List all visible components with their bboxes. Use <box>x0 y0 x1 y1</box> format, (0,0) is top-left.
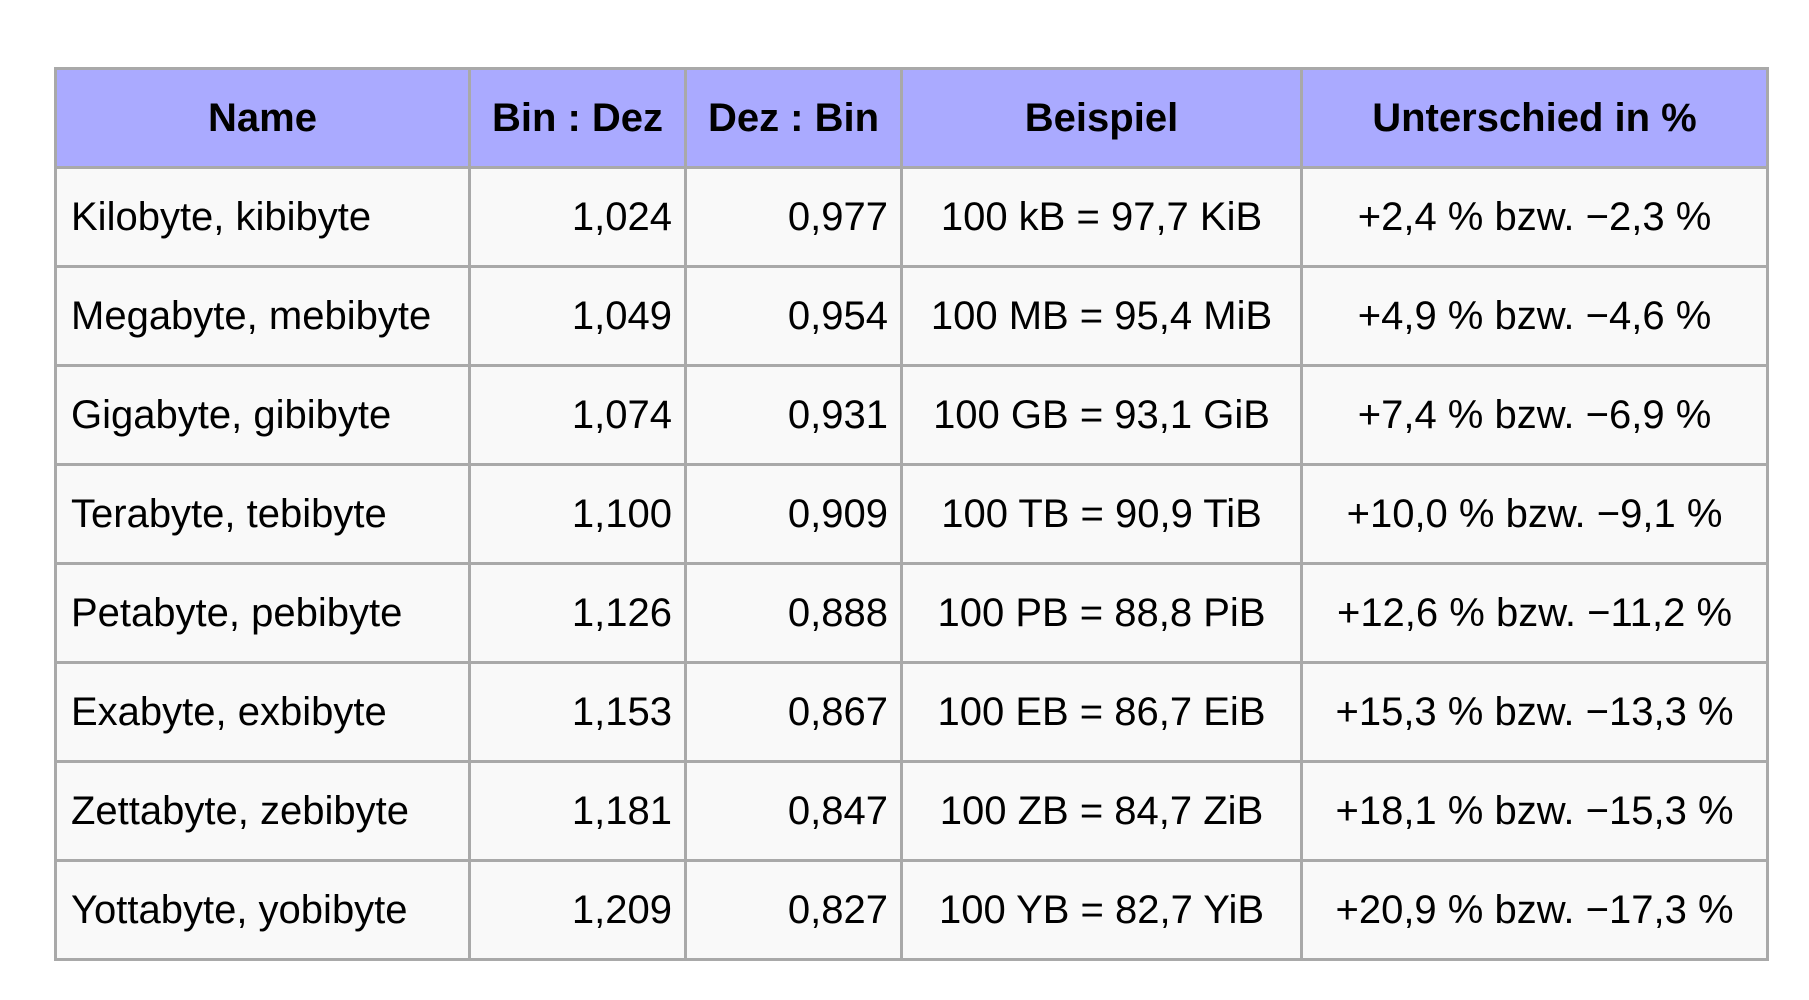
cell-difference: +4,9 % bzw. −4,6 % <box>1300 265 1769 367</box>
cell-dez-bin: 0,847 <box>684 760 903 862</box>
cell-bin-dez: 1,100 <box>468 463 687 565</box>
cell-name: Gigabyte, gibibyte <box>54 364 471 466</box>
cell-name: Petabyte, pebibyte <box>54 562 471 664</box>
table-row: Gigabyte, gibibyte 1,074 0,931 100 GB = … <box>54 364 1769 466</box>
cell-name: Kilobyte, kibibyte <box>54 166 471 268</box>
header-example: Beispiel <box>900 67 1303 169</box>
cell-name: Megabyte, mebibyte <box>54 265 471 367</box>
cell-example: 100 TB = 90,9 TiB <box>900 463 1303 565</box>
cell-difference: +18,1 % bzw. −15,3 % <box>1300 760 1769 862</box>
cell-example: 100 YB = 82,7 YiB <box>900 859 1303 961</box>
unit-comparison-table: Name Bin : Dez Dez : Bin Beispiel Unters… <box>54 67 1769 961</box>
cell-example: 100 EB = 86,7 EiB <box>900 661 1303 763</box>
cell-example: 100 kB = 97,7 KiB <box>900 166 1303 268</box>
table-row: Terabyte, tebibyte 1,100 0,909 100 TB = … <box>54 463 1769 565</box>
cell-name: Yottabyte, yobibyte <box>54 859 471 961</box>
cell-dez-bin: 0,888 <box>684 562 903 664</box>
cell-bin-dez: 1,049 <box>468 265 687 367</box>
table-row: Exabyte, exbibyte 1,153 0,867 100 EB = 8… <box>54 661 1769 763</box>
table-row: Yottabyte, yobibyte 1,209 0,827 100 YB =… <box>54 859 1769 961</box>
cell-difference: +2,4 % bzw. −2,3 % <box>1300 166 1769 268</box>
cell-name: Exabyte, exbibyte <box>54 661 471 763</box>
cell-dez-bin: 0,931 <box>684 364 903 466</box>
cell-difference: +10,0 % bzw. −9,1 % <box>1300 463 1769 565</box>
cell-example: 100 MB = 95,4 MiB <box>900 265 1303 367</box>
cell-difference: +20,9 % bzw. −17,3 % <box>1300 859 1769 961</box>
header-dez-bin: Dez : Bin <box>684 67 903 169</box>
cell-name: Zettabyte, zebibyte <box>54 760 471 862</box>
header-difference: Unterschied in % <box>1300 67 1769 169</box>
cell-example: 100 GB = 93,1 GiB <box>900 364 1303 466</box>
unit-comparison-table-container: Name Bin : Dez Dez : Bin Beispiel Unters… <box>54 67 1769 961</box>
cell-dez-bin: 0,977 <box>684 166 903 268</box>
cell-name: Terabyte, tebibyte <box>54 463 471 565</box>
cell-example: 100 PB = 88,8 PiB <box>900 562 1303 664</box>
header-bin-dez: Bin : Dez <box>468 67 687 169</box>
cell-bin-dez: 1,181 <box>468 760 687 862</box>
cell-dez-bin: 0,867 <box>684 661 903 763</box>
table-row: Kilobyte, kibibyte 1,024 0,977 100 kB = … <box>54 166 1769 268</box>
cell-difference: +15,3 % bzw. −13,3 % <box>1300 661 1769 763</box>
cell-bin-dez: 1,074 <box>468 364 687 466</box>
cell-dez-bin: 0,909 <box>684 463 903 565</box>
table-header-row: Name Bin : Dez Dez : Bin Beispiel Unters… <box>54 67 1769 169</box>
table-row: Megabyte, mebibyte 1,049 0,954 100 MB = … <box>54 265 1769 367</box>
cell-difference: +7,4 % bzw. −6,9 % <box>1300 364 1769 466</box>
cell-bin-dez: 1,126 <box>468 562 687 664</box>
table-row: Petabyte, pebibyte 1,126 0,888 100 PB = … <box>54 562 1769 664</box>
cell-bin-dez: 1,024 <box>468 166 687 268</box>
cell-bin-dez: 1,209 <box>468 859 687 961</box>
table-row: Zettabyte, zebibyte 1,181 0,847 100 ZB =… <box>54 760 1769 862</box>
header-name: Name <box>54 67 471 169</box>
cell-bin-dez: 1,153 <box>468 661 687 763</box>
cell-example: 100 ZB = 84,7 ZiB <box>900 760 1303 862</box>
cell-dez-bin: 0,954 <box>684 265 903 367</box>
cell-difference: +12,6 % bzw. −11,2 % <box>1300 562 1769 664</box>
cell-dez-bin: 0,827 <box>684 859 903 961</box>
